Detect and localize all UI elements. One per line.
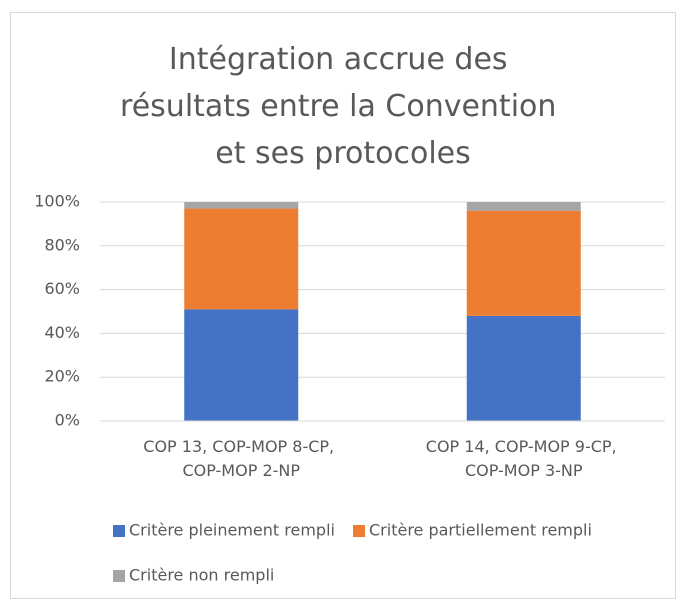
y-tick-label: 40% xyxy=(44,323,80,342)
y-tick-label: 60% xyxy=(44,279,80,298)
text-line: résultats entre la Convention xyxy=(120,89,566,124)
text-line: COP-MOP 3-NP xyxy=(465,461,583,480)
legend-swatch xyxy=(353,525,365,537)
text-line: COP-MOP 2-NP xyxy=(182,461,300,480)
text-line: COP 14, COP-MOP 9-CP, xyxy=(426,437,622,456)
bar-segment xyxy=(466,202,581,211)
text-line: Intégration accrue des xyxy=(169,42,517,77)
x-tick-label: COP 13, COP-MOP 8-CP, COP-MOP 2-NP xyxy=(143,437,339,480)
bar-segment xyxy=(466,210,581,316)
legend-label: Critère pleinement rempli xyxy=(129,521,335,540)
y-tick-label: 20% xyxy=(44,367,80,386)
y-tick-label: 80% xyxy=(44,235,80,254)
bar-segment xyxy=(184,309,299,421)
text-line: COP 13, COP-MOP 8-CP, xyxy=(143,437,339,456)
legend-label: Critère non rempli xyxy=(129,566,274,585)
bar-segment xyxy=(184,202,299,209)
legend-label: Critère partiellement rempli xyxy=(369,521,592,540)
legend-swatch xyxy=(113,570,125,582)
chart-title: Intégration accrue des résultats entre l… xyxy=(120,42,566,171)
text-line: et ses protocoles xyxy=(215,136,470,171)
y-tick-label: 0% xyxy=(55,411,80,430)
legend-swatch xyxy=(113,525,125,537)
bar-segment xyxy=(466,315,581,421)
bar-segment xyxy=(184,208,299,310)
y-tick-label: 100% xyxy=(34,192,80,211)
x-tick-label: COP 14, COP-MOP 9-CP, COP-MOP 3-NP xyxy=(426,437,622,480)
